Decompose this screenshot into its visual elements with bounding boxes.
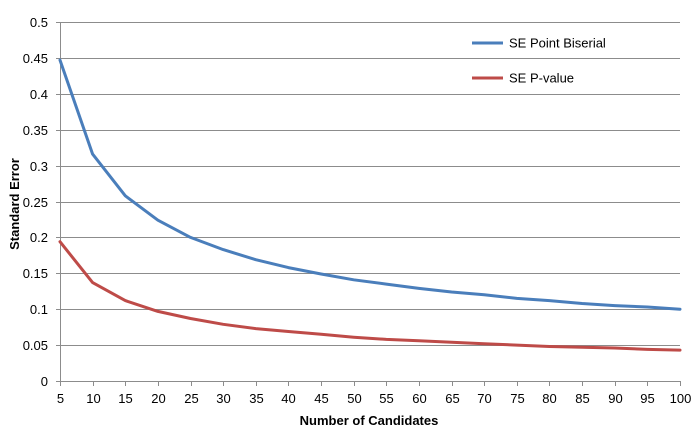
series-line-se-p-value [58,240,682,352]
x-tick-label: 75 [510,391,524,406]
x-tick-label: 20 [151,391,165,406]
x-tick-label: 80 [542,391,556,406]
x-tick-label: 25 [184,391,198,406]
x-tick-label: 40 [281,391,295,406]
x-tick-label: 55 [379,391,393,406]
gridlines [60,22,680,346]
series-line-se-point-biserial [58,58,682,311]
x-tick-label: 30 [216,391,230,406]
legend-label: SE Point Biserial [509,36,606,51]
y-tick-label: 0.4 [30,87,48,102]
legend: SE Point Biserial SE P-value [472,36,606,86]
x-tick-label: 60 [412,391,426,406]
x-tick-label: 50 [347,391,361,406]
x-tick-label: 95 [640,391,654,406]
y-tick-label: 0.5 [30,15,48,30]
x-tick-label: 70 [477,391,491,406]
y-tick-label: 0 [41,374,48,389]
x-axis-title: Number of Candidates [300,413,439,428]
series-lines [58,58,682,352]
legend-label: SE P-value [509,71,574,86]
y-tick-label: 0.2 [30,230,48,245]
y-tick-label: 0.3 [30,159,48,174]
x-tick-label: 15 [118,391,132,406]
y-tick-label: 0.25 [23,195,48,210]
y-axis-title: Standard Error [7,158,22,250]
y-tick-label: 0.45 [23,51,48,66]
axes: 0 0.05 0.1 0.15 0.2 0.25 0.3 0.35 0.4 0.45 0.5 5 10 1… [23,15,692,406]
x-tick-label: 65 [445,391,459,406]
y-tick-label: 0.1 [30,302,48,317]
y-tick-label: 0.05 [23,338,48,353]
x-tick-label: 5 [57,391,64,406]
y-tick-label: 0.35 [23,123,48,138]
x-tick-label: 85 [575,391,589,406]
y-tick-label: 0.15 [23,266,48,281]
x-tick-label: 35 [249,391,263,406]
x-tick-label: 90 [608,391,622,406]
x-tick-label: 10 [86,391,100,406]
x-tick-label: 100 [670,391,692,406]
x-tick-label: 45 [314,391,328,406]
